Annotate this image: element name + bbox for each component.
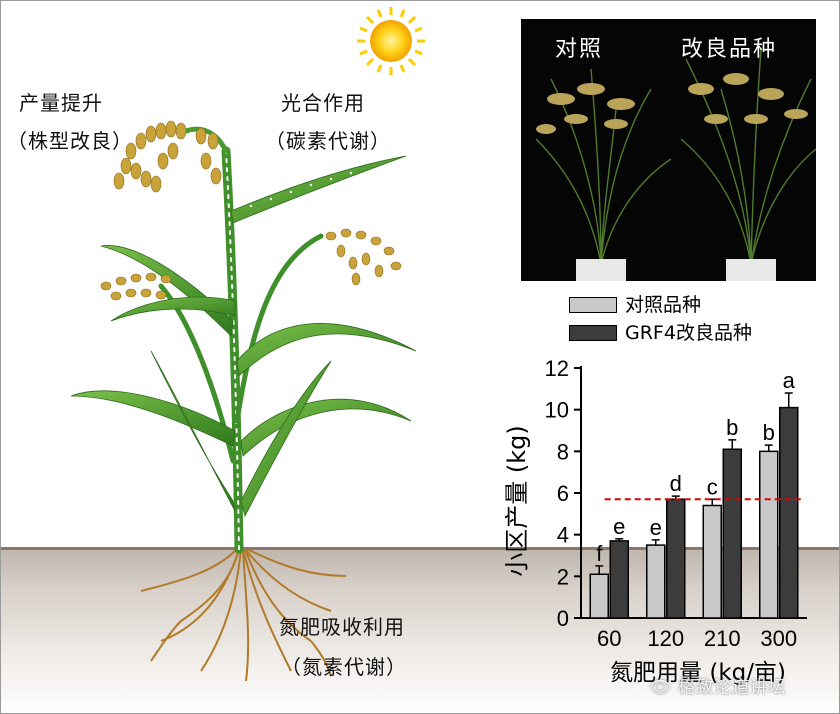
yield-sublabel: （株型改良）: [7, 129, 133, 153]
photosynthesis-label: 光合作用: [281, 91, 365, 115]
legend-label-control: 对照品种: [625, 294, 702, 316]
photosynthesis-sublabel: （碳素代谢）: [265, 129, 391, 153]
significance-letter: c: [707, 474, 718, 499]
yield-label: 产量提升: [19, 91, 103, 115]
soil-area: [1, 549, 839, 713]
bar-improved-60: [609, 540, 629, 619]
photo-improved-label: 改良品种: [681, 37, 778, 62]
watermark: 👁 格致论道讲坛: [649, 677, 786, 698]
significance-letter: e: [650, 515, 662, 540]
significance-letter: b: [763, 420, 775, 445]
y-tick-label-5: 10: [545, 398, 569, 423]
roots: [140, 548, 347, 682]
x-tick-label-60: 60: [597, 626, 621, 651]
y-tick-label-6: 12: [545, 356, 569, 381]
legend-swatch-control: [569, 297, 617, 313]
significance-letter: b: [726, 415, 738, 440]
significance-letter: e: [613, 514, 625, 539]
significance-letter: d: [670, 471, 682, 496]
bar-control-120: [646, 544, 666, 619]
significance-letter: f: [596, 541, 603, 566]
leaf-vein-dots: [249, 171, 353, 208]
x-tick-label-210: 210: [704, 626, 741, 651]
bar-control-210: [702, 504, 722, 619]
x-tick-label-120: 120: [647, 626, 684, 651]
y-tick-label-3: 6: [557, 481, 569, 506]
y-axis-label: 小区产量 (kg): [503, 425, 531, 577]
nitrogen-sublabel: （氮素代谢）: [281, 655, 407, 679]
x-tick-label-300: 300: [760, 626, 797, 651]
soil-surface-line: [1, 547, 839, 550]
photo-control-label: 对照: [555, 37, 604, 62]
bar-improved-300: [779, 406, 799, 619]
significance-letter: a: [783, 368, 796, 393]
legend-swatch-improved: [569, 325, 617, 341]
bar-control-60: [589, 573, 609, 619]
bar-improved-210: [722, 448, 742, 619]
bar-improved-120: [666, 498, 686, 619]
x-axis-label: 氮肥用量 (kg/亩): [610, 660, 786, 686]
sun-icon: [357, 7, 425, 75]
rice-plants-photo-image: [535, 48, 816, 281]
bar-control-300: [759, 450, 779, 619]
y-tick-label-2: 4: [557, 523, 569, 548]
y-tick-label-0: 0: [557, 606, 569, 631]
y-tick-label-1: 2: [557, 564, 569, 589]
legend-label-improved: GRF4改良品种: [625, 322, 752, 344]
comparison-photo: 对照 改良品种: [521, 19, 816, 281]
rice-plant-illustration: [70, 7, 425, 682]
leaves: [70, 155, 417, 518]
nitrogen-label: 氮肥吸收利用: [279, 615, 405, 639]
rice-panicles: [100, 120, 402, 301]
y-tick-label-4: 8: [557, 439, 569, 464]
